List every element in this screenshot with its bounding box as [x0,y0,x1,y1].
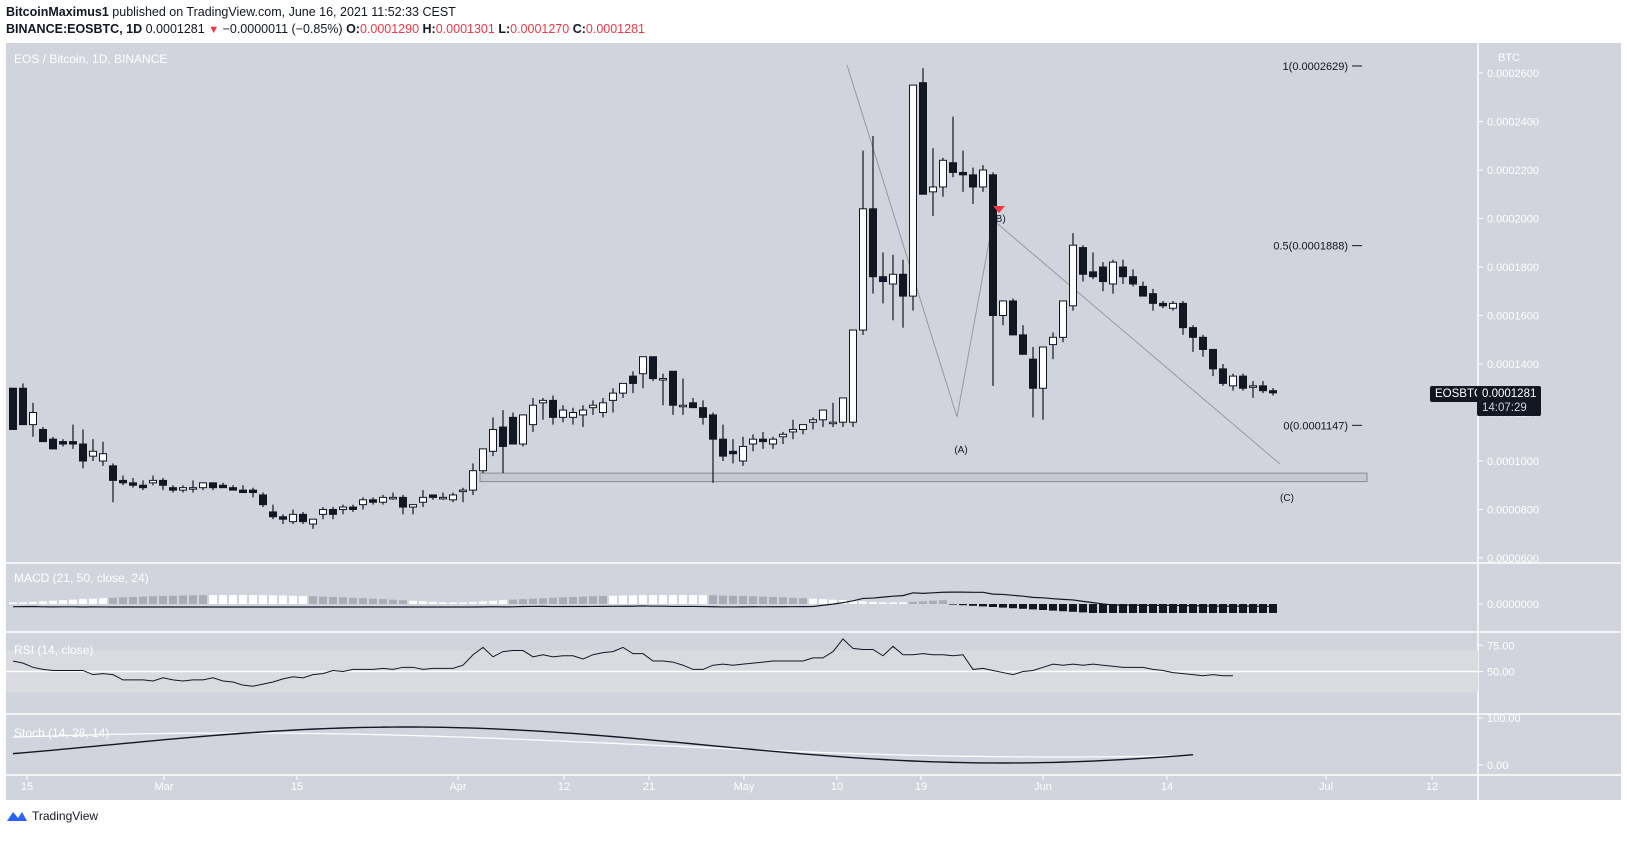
chart-title: EOS / Bitcoin, 1D, BINANCE [14,52,168,66]
tradingview-logo-icon [7,812,27,821]
symbol-ohlc-bar: BINANCE:EOSBTC, 1D 0.0001281 ▼ −0.000001… [6,22,645,36]
last-price-tag-value: 0.0001281 [1482,388,1537,400]
down-triangle-icon: ▼ [208,24,220,36]
high-label: H: [422,22,436,36]
svg-text:0.0002000: 0.0002000 [1487,214,1539,226]
svg-text:0.0000000: 0.0000000 [1487,599,1539,611]
svg-text:1(0.0002629): 1(0.0002629) [1283,61,1348,73]
svg-text:0.0001000: 0.0001000 [1487,456,1539,468]
svg-text:0.0001400: 0.0001400 [1487,359,1539,371]
svg-text:0(0.0001147): 0(0.0001147) [1283,420,1348,432]
chart-area[interactable]: BTC 0.0002600 0.0002400 0.0002200 0.0002000 0… [6,43,1621,800]
svg-text:0.0000800: 0.0000800 [1487,505,1539,517]
stoch-title: Stoch (14, 28, 14) [14,726,110,740]
svg-text:(C): (C) [1280,493,1294,504]
published-text: published on TradingView.com, June 16, 2… [112,5,456,19]
publisher-name: BitcoinMaximus1 [6,5,109,19]
last-price-tag: 0.0001281 14:07:29 [1477,386,1542,416]
svg-text:10: 10 [831,781,843,793]
tradingview-footer[interactable]: TradingView [6,809,98,823]
svg-text:0.0001600: 0.0001600 [1487,311,1539,323]
last-price: 0.0001281 [145,22,205,36]
svg-text:BTC: BTC [1498,52,1520,64]
low-value: 0.0001270 [510,22,570,36]
open-value: 0.0001290 [359,22,420,36]
open-label: O: [346,22,360,36]
svg-text:0.0002600: 0.0002600 [1487,68,1539,80]
close-value: 0.0001281 [585,22,645,36]
symbol-price-tag: EOSBTC [1430,386,1488,402]
high-value: 0.0001301 [435,22,495,36]
svg-text:(B): (B) [992,214,1005,225]
svg-text:12: 12 [1426,781,1438,793]
svg-text:19: 19 [915,781,927,793]
svg-text:14: 14 [1161,781,1173,793]
low-label: L: [498,22,511,36]
svg-text:15: 15 [291,781,303,793]
svg-text:Jun: Jun [1034,781,1052,793]
svg-text:0.5(0.0001888): 0.5(0.0001888) [1273,241,1348,253]
publish-info: BitcoinMaximus1 published on TradingView… [6,5,456,19]
svg-text:0.00: 0.00 [1487,760,1508,772]
svg-text:May: May [734,781,755,793]
svg-text:75.00: 75.00 [1487,640,1515,652]
svg-text:50.00: 50.00 [1487,667,1515,679]
macd-title: MACD (21, 50, close, 24) [14,571,149,585]
price-change: −0.0000011 (−0.85%) [222,22,343,36]
svg-text:0.0000600: 0.0000600 [1487,553,1539,565]
svg-text:100.00: 100.00 [1487,713,1521,725]
svg-text:Mar: Mar [155,781,174,793]
chart-canvas[interactable]: BTC 0.0002600 0.0002400 0.0002200 0.0002000 0… [6,43,1621,800]
svg-text:(A): (A) [954,445,967,456]
svg-text:0.0001800: 0.0001800 [1487,262,1539,274]
svg-text:12: 12 [558,781,570,793]
close-label: C: [572,22,586,36]
bar-countdown: 14:07:29 [1482,402,1527,414]
footer-brand: TradingView [32,809,99,823]
svg-text:Jul: Jul [1319,781,1333,793]
svg-text:0.0002200: 0.0002200 [1487,165,1539,177]
symbol-label: BINANCE:EOSBTC, 1D [6,22,143,36]
svg-text:0.0002400: 0.0002400 [1487,117,1539,129]
svg-text:Apr: Apr [449,781,466,793]
svg-text:15: 15 [21,781,33,793]
rsi-title: RSI (14, close) [14,643,94,657]
svg-text:21: 21 [643,781,655,793]
